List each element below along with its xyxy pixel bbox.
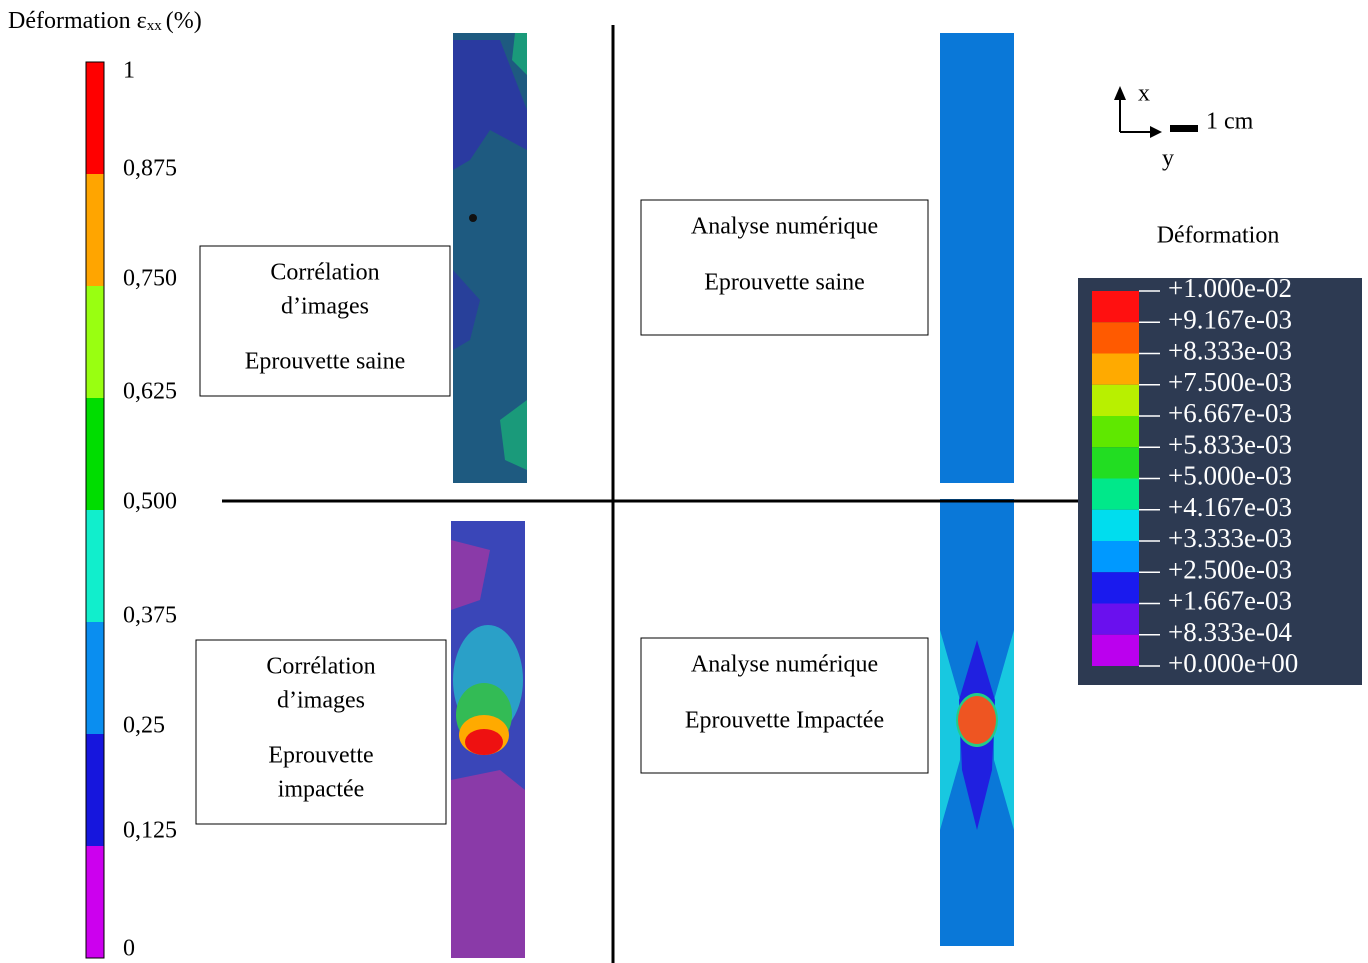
label-box bbox=[640, 637, 929, 774]
legend-label: +8.333e-04 bbox=[1168, 617, 1292, 647]
colorbar-label: 1 bbox=[123, 58, 135, 84]
legend-swatch bbox=[1092, 509, 1139, 541]
legend-swatch bbox=[1092, 478, 1139, 510]
label-text: Analyse numérique bbox=[691, 652, 878, 678]
legend-label: +2.500e-03 bbox=[1168, 554, 1292, 584]
colorbar-segment bbox=[86, 286, 104, 398]
legend-label: +1.000e-02 bbox=[1168, 273, 1292, 303]
legend-label: +6.667e-03 bbox=[1168, 398, 1292, 428]
colorbar-label: 0,125 bbox=[123, 818, 177, 844]
right-legend-title: Déformation bbox=[1157, 223, 1280, 249]
legend-swatch bbox=[1092, 416, 1139, 448]
colorbar-label: 0,500 bbox=[123, 489, 177, 515]
left-colorbar: 1 0,875 0,750 0,625 0,500 0,375 0,25 0,125 0 bbox=[85, 58, 177, 962]
num-impacted bbox=[940, 499, 1014, 946]
label-text: d’images bbox=[277, 688, 365, 714]
axis-x-label: x bbox=[1138, 81, 1150, 107]
legend-label: +3.333e-03 bbox=[1168, 523, 1292, 553]
label-text: Analyse numérique bbox=[691, 214, 878, 240]
colorbar-label: 0,625 bbox=[123, 379, 177, 405]
colorbar-label: 0 bbox=[123, 936, 135, 962]
legend-label: +0.000e+00 bbox=[1168, 648, 1298, 678]
colorbar-segment bbox=[86, 622, 104, 734]
dic-impacted bbox=[451, 521, 525, 958]
legend-swatch bbox=[1092, 291, 1139, 323]
colorbar-segment bbox=[86, 62, 104, 174]
colorbar-label: 0,25 bbox=[123, 713, 165, 739]
legend-swatch bbox=[1092, 541, 1139, 573]
legend-label: +4.167e-03 bbox=[1168, 492, 1292, 522]
legend-swatch bbox=[1092, 634, 1139, 666]
legend-label: +8.333e-03 bbox=[1168, 336, 1292, 366]
left-scale-title: Déformation εxx (%) bbox=[8, 8, 202, 35]
label-text: d’images bbox=[281, 294, 369, 320]
label-text: impactée bbox=[278, 777, 365, 803]
legend-label: +1.667e-03 bbox=[1168, 586, 1292, 616]
label-text: Eprouvette saine bbox=[245, 349, 406, 375]
label-text: Eprouvette bbox=[268, 743, 373, 769]
legend-label: +5.000e-03 bbox=[1168, 461, 1292, 491]
legend-swatch bbox=[1092, 322, 1139, 354]
label-box bbox=[199, 245, 451, 397]
colorbar-segment bbox=[86, 846, 104, 958]
colorbar-segment bbox=[86, 734, 104, 846]
colorbar-label: 0,750 bbox=[123, 266, 177, 292]
dic-healthy bbox=[453, 33, 527, 483]
label-box bbox=[195, 639, 447, 825]
colorbar-segment bbox=[86, 174, 104, 286]
colorbar-label: 0,875 bbox=[123, 156, 177, 182]
scale-label: 1 cm bbox=[1206, 109, 1254, 135]
colorbar-segment bbox=[86, 510, 104, 622]
axis-y-label: y bbox=[1162, 146, 1174, 172]
legend-label: +7.500e-03 bbox=[1168, 367, 1292, 397]
right-legend: +1.000e-02+9.167e-03+8.333e-03+7.500e-03… bbox=[1078, 273, 1362, 685]
axes-indicator: x y 1 cm bbox=[1114, 81, 1254, 172]
label-text: Eprouvette saine bbox=[704, 270, 865, 296]
legend-swatch bbox=[1092, 353, 1139, 385]
legend-swatch bbox=[1092, 603, 1139, 635]
colorbar-frame bbox=[85, 61, 105, 959]
colorbar-label: 0,375 bbox=[123, 603, 177, 629]
label-text: Eprouvette Impactée bbox=[685, 708, 884, 734]
colorbar-segment bbox=[86, 398, 104, 510]
legend-label: +9.167e-03 bbox=[1168, 304, 1292, 334]
legend-label: +5.833e-03 bbox=[1168, 429, 1292, 459]
label-box bbox=[640, 199, 929, 336]
num-healthy bbox=[940, 33, 1014, 483]
legend-swatch bbox=[1092, 447, 1139, 479]
label-text: Corrélation bbox=[270, 260, 379, 286]
label-text: Corrélation bbox=[266, 654, 375, 680]
legend-swatch bbox=[1092, 384, 1139, 416]
legend-swatch bbox=[1092, 572, 1139, 604]
